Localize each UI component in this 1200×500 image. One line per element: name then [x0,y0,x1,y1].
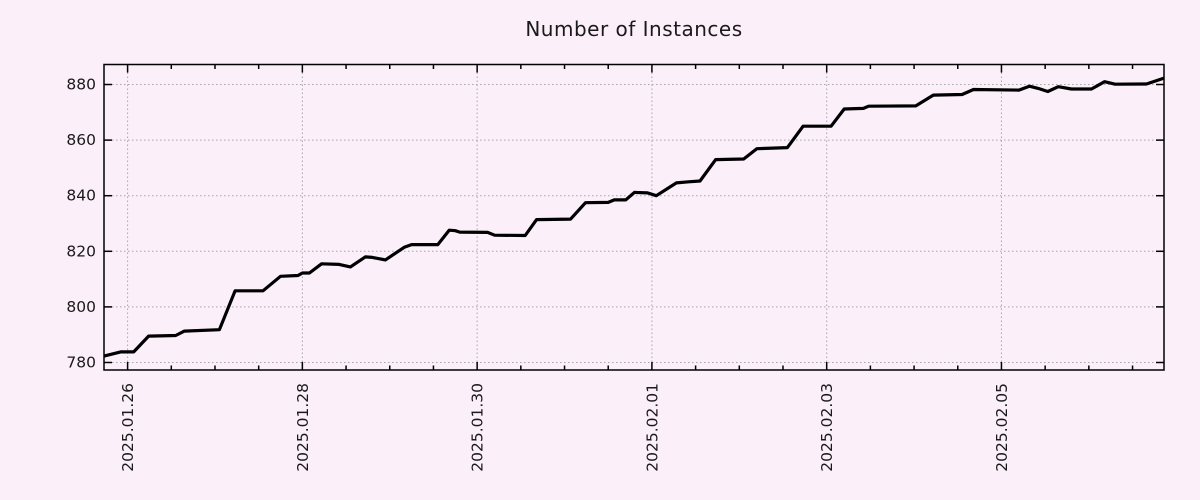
x-axis-tick-label: 2025.02.03 [818,383,836,472]
y-axis-tick-label: 820 [66,242,96,260]
plot-border [103,63,1165,371]
x-axis-tick-label: 2025.02.05 [993,383,1011,472]
y-axis-tick-label: 860 [66,131,96,149]
x-axis-tick-label: 2025.01.30 [469,383,487,472]
y-axis-tick-label: 880 [66,76,96,94]
x-axis-tick-label: 2025.01.28 [294,383,312,472]
y-axis-tick-label: 800 [66,298,96,316]
x-axis-tick-label: 2025.02.01 [643,383,661,472]
y-axis-tick-label: 840 [66,187,96,205]
x-axis-tick-label: 2025.01.26 [119,383,137,472]
y-axis-tick-label: 780 [66,353,96,371]
chart-title: Number of Instances [525,17,743,41]
data-line [103,76,1165,358]
